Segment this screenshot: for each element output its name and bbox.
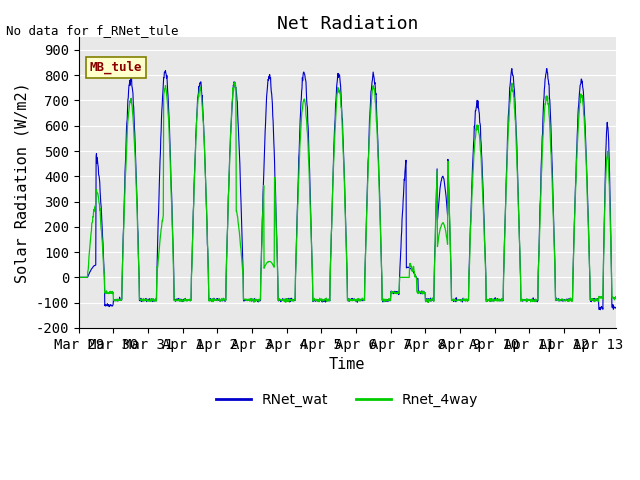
- RNet_wat: [481, 250, 489, 256]
- RNet_wat: [596, 307, 604, 312]
- Rnet_4way: [231, 80, 239, 85]
- Text: No data for f_RNet_tule: No data for f_RNet_tule: [6, 24, 179, 37]
- Line: Rnet_4way: Rnet_4way: [79, 83, 616, 302]
- Rnet_4way: [541, 101, 549, 107]
- X-axis label: Time: Time: [329, 357, 365, 372]
- Rnet_4way: [424, 300, 432, 305]
- Rnet_4way: [75, 275, 83, 280]
- Rnet_4way: [279, 297, 287, 303]
- RNet_wat: [278, 296, 286, 301]
- Rnet_4way: [182, 296, 189, 302]
- RNet_wat: [75, 275, 83, 280]
- RNet_wat: [612, 304, 620, 310]
- Rnet_4way: [172, 298, 179, 304]
- Title: Net Radiation: Net Radiation: [276, 15, 418, 33]
- RNet_wat: [230, 84, 237, 90]
- Rnet_4way: [482, 274, 490, 280]
- Legend: RNet_wat, Rnet_4way: RNet_wat, Rnet_4way: [211, 387, 484, 412]
- Rnet_4way: [230, 87, 237, 93]
- Rnet_4way: [612, 294, 620, 300]
- RNet_wat: [172, 298, 179, 304]
- RNet_wat: [541, 83, 548, 89]
- RNet_wat: [543, 66, 551, 72]
- Line: RNet_wat: RNet_wat: [79, 69, 616, 310]
- Y-axis label: Solar Radiation (W/m2): Solar Radiation (W/m2): [15, 82, 30, 283]
- RNet_wat: [182, 296, 189, 301]
- Text: MB_tule: MB_tule: [90, 60, 142, 74]
